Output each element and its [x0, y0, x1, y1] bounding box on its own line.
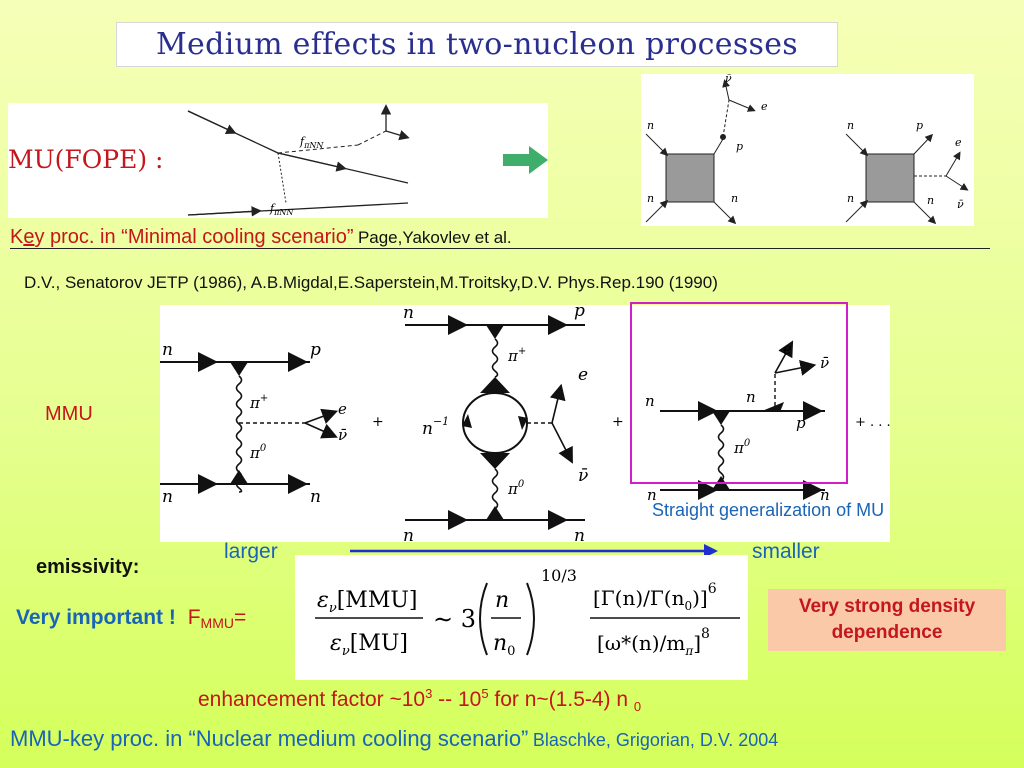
density-line-2: dependence — [831, 622, 943, 643]
label-n: n — [310, 487, 321, 507]
label-nubar: ν̄ — [578, 466, 588, 486]
footer-main: MMU-key proc. in “Nuclear medium cooling… — [10, 726, 529, 751]
label-e: e — [578, 365, 588, 385]
enhancement-factor: enhancement factor ~103 -- 105 for n~(1.… — [198, 686, 642, 715]
sim-three: ∼ 3 — [433, 605, 476, 633]
reference-line: D.V., Senatorov JETP (1986), A.B.Migdal,… — [24, 273, 718, 292]
label-e: e — [955, 136, 962, 149]
label-p: p — [796, 414, 806, 432]
label-p: p — [574, 301, 585, 321]
green-arrow-icon — [503, 146, 548, 174]
key-proc-prefix: K — [10, 226, 24, 248]
label-n: n — [574, 526, 585, 544]
f-symbol: FMMU= — [187, 606, 247, 631]
smaller-label: smaller — [752, 540, 820, 563]
f-pinn-label-top: fπNN — [299, 135, 324, 150]
label-n: n — [162, 487, 173, 507]
label-nubar: ν̄ — [338, 426, 347, 444]
label-n: n — [162, 340, 173, 360]
omega-ratio: [ω*(n)/mπ]8 — [597, 626, 710, 658]
emissivity-formula: εν[MMU] εν[MU] ∼ 3 n n0 10/3 [Γ(n)/Γ(n0)… — [315, 566, 740, 659]
label-e: e — [338, 400, 347, 418]
mmu-diagrams: n p π+ π0 e ν̄ n n + n p π+ e n−1 ν̄ π0 … — [160, 301, 890, 544]
footer-line: MMU-key proc. in “Nuclear medium cooling… — [10, 726, 778, 752]
label-e: e — [761, 100, 768, 113]
label-p: p — [310, 340, 321, 360]
emissivity-label: emissivity: — [36, 556, 140, 578]
page-title: Medium effects in two-nucleon processes — [116, 22, 838, 67]
larger-label: larger — [224, 540, 278, 563]
f-pinn-label-bottom: fπNN — [269, 202, 294, 217]
plus-sign: + — [372, 414, 384, 430]
label-pi-zero: π0 — [733, 438, 751, 457]
label-n: n — [820, 486, 830, 504]
label-nubar: ν̄ — [957, 198, 964, 211]
label-e: e — [783, 340, 792, 358]
label-n: n — [746, 388, 756, 406]
label-p: p — [736, 140, 743, 153]
mu-fope-panel: MU(FOPE) : fπNN fπNN — [8, 103, 548, 218]
box-diagram-panel: n p e ν̄ n n n p e n n ν̄ — [641, 72, 974, 226]
key-proc-cursor: e — [23, 226, 35, 248]
label-n: n — [731, 192, 738, 205]
very-important-label: Very important ! — [16, 606, 176, 629]
label-n: n — [403, 303, 414, 323]
straight-generalization-label: Straight generalization of MU — [652, 500, 885, 520]
label-pi-plus: π+ — [249, 393, 268, 412]
footer-authors: Blaschke, Grigorian, D.V. 2004 — [532, 730, 779, 750]
density-dependence-box: Very strong density dependence — [768, 589, 1006, 651]
label-n: n — [645, 392, 655, 410]
ratio-n: n — [495, 588, 509, 613]
formula-box: εν[MMU] εν[MU] ∼ 3 n n0 10/3 [Γ(n)/Γ(n0)… — [295, 555, 748, 680]
label-pi-zero: π0 — [507, 479, 525, 498]
label-n: n — [647, 119, 654, 132]
gamma-ratio: [Γ(n)/Γ(n0)]6 — [593, 581, 717, 613]
label-nubar: ν̄ — [725, 74, 732, 85]
ellipsis-term: + . . . — [855, 415, 890, 430]
label-nubar: ν̄ — [820, 354, 829, 372]
label-n: n — [403, 526, 414, 544]
density-line-1: Very strong density — [798, 596, 976, 617]
eps-mu: εν[MU] — [330, 631, 408, 659]
label-n: n — [847, 192, 854, 205]
label-pi-plus: π+ — [507, 346, 526, 365]
box-diagrams: n p e ν̄ n n n p e n n ν̄ — [645, 72, 969, 225]
eps-mmu: εν[MMU] — [317, 588, 417, 616]
scale-arrow-icon — [350, 544, 718, 558]
very-important-line: Very important ! FMMU= — [16, 606, 246, 631]
label-p: p — [916, 119, 923, 132]
fope-diagram: fπNN fπNN — [187, 104, 410, 217]
label-n-inverse: n−1 — [422, 415, 449, 439]
mmu-label: MMU — [45, 403, 93, 425]
key-proc-authors: Page,Yakovlev et al. — [357, 228, 512, 247]
ratio-n0: n0 — [493, 631, 515, 659]
plus-sign: + — [612, 414, 624, 430]
highlight-box — [630, 302, 848, 484]
label-pi-zero: π0 — [249, 443, 267, 462]
mu-fope-label: MU(FOPE) : — [8, 145, 164, 174]
label-n: n — [647, 192, 654, 205]
key-proc-text: y proc. in “Minimal cooling scenario” — [34, 226, 354, 248]
label-n: n — [847, 119, 854, 132]
label-n: n — [647, 486, 657, 504]
label-n: n — [927, 194, 934, 207]
key-proc-line: Key proc. in “Minimal cooling scenario” … — [10, 226, 990, 249]
exponent-10-3: 10/3 — [541, 566, 577, 585]
